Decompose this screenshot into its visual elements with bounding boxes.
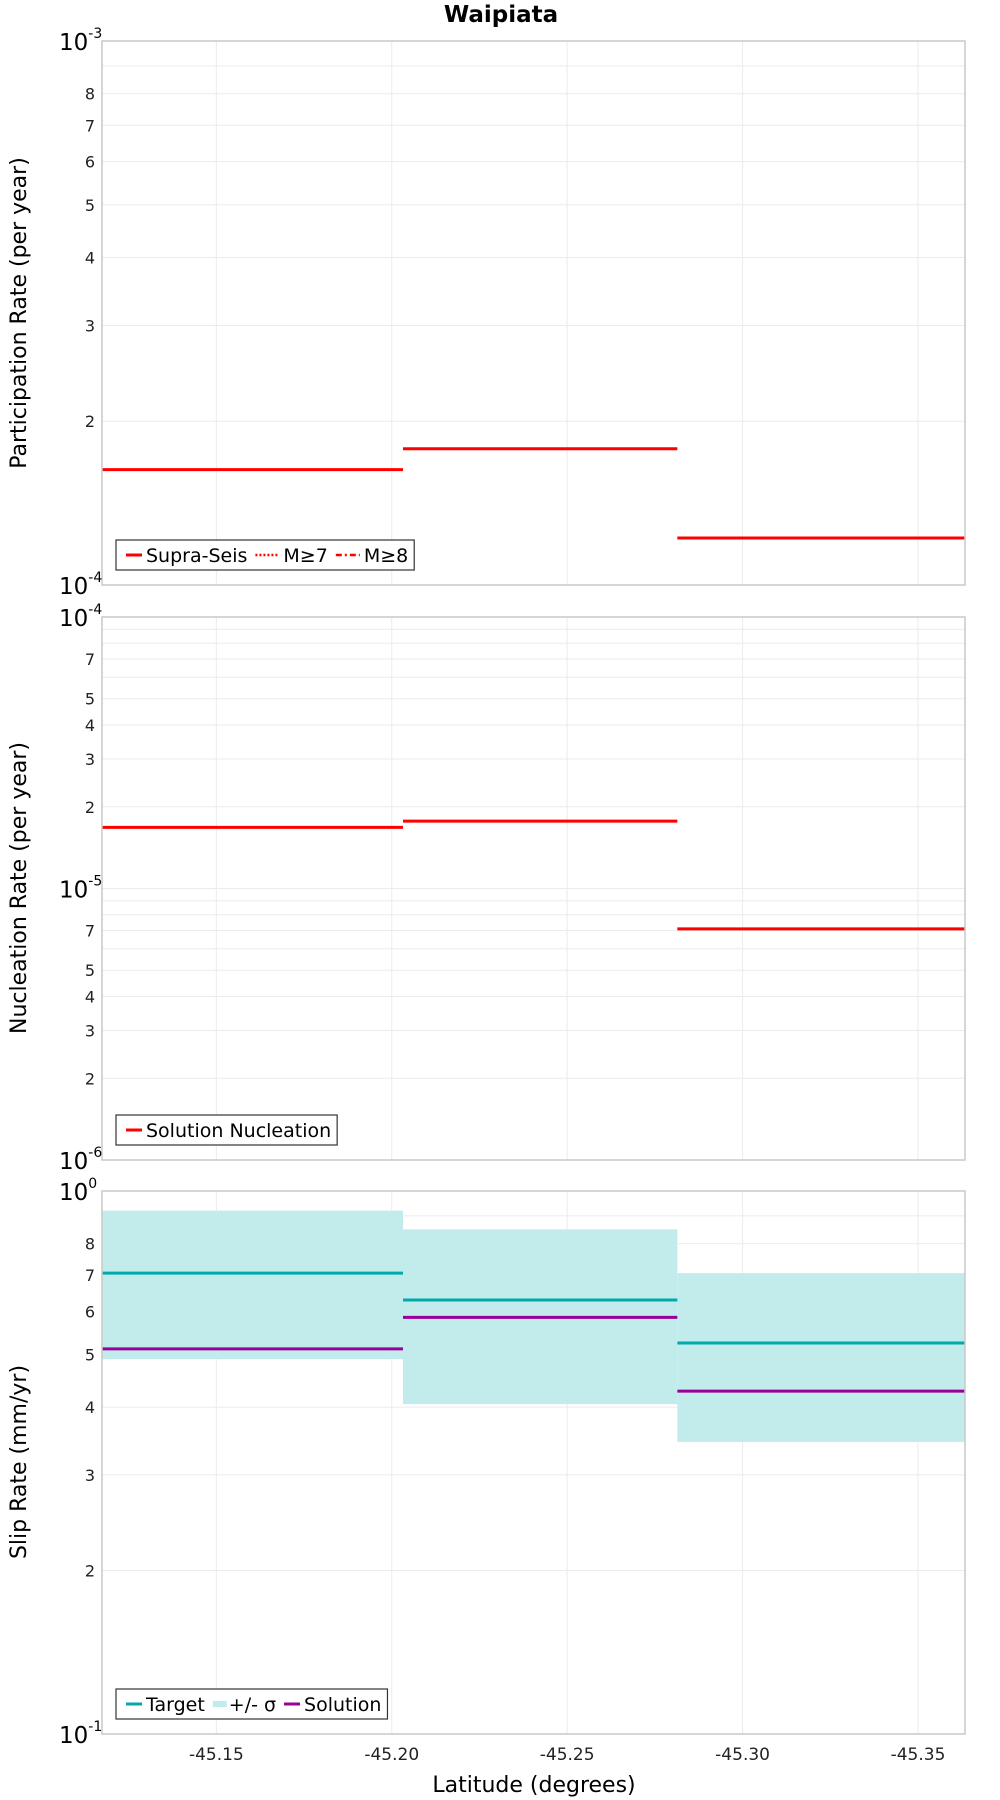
legend-swatch-band xyxy=(212,1701,227,1707)
y-axis-label: Slip Rate (mm/yr) xyxy=(7,1365,32,1559)
y-tick-label: 5 xyxy=(85,690,95,709)
y-decade-base: 10 xyxy=(59,1723,88,1749)
legend-label: Target xyxy=(145,1694,205,1716)
plot-area xyxy=(102,41,965,585)
x-tick-label: -45.35 xyxy=(891,1745,946,1765)
x-tick-label: -45.25 xyxy=(540,1745,595,1765)
y-tick-label: 2 xyxy=(85,798,95,817)
plot-frame xyxy=(101,616,966,1161)
legend: Supra-Seis M≥7 M≥8 xyxy=(115,539,415,571)
y-tick-label: 3 xyxy=(85,1466,95,1485)
y-decade-label: 10-5 xyxy=(59,874,102,904)
legend-label: Supra-Seis xyxy=(146,545,247,567)
y-tick-label: 3 xyxy=(85,750,95,769)
y-decade-label: 100 xyxy=(59,1176,97,1206)
sigma-band-segment xyxy=(102,1210,403,1360)
y-tick-label: 5 xyxy=(85,196,95,215)
y-tick-label: 7 xyxy=(85,1266,95,1285)
y-decade-exponent: -3 xyxy=(88,26,102,42)
legend-item-target: Target xyxy=(126,1694,205,1716)
legend-item-solution-nucleation: Solution Nucleation xyxy=(126,1120,331,1142)
y-decade-base: 10 xyxy=(59,30,88,56)
y-tick-label: 3 xyxy=(85,316,95,335)
legend-label: Solution xyxy=(304,1694,381,1716)
legend: Target +/- σ Solution xyxy=(115,1688,389,1720)
legend-item-m-8: M≥8 xyxy=(335,545,408,567)
legend-label: M≥8 xyxy=(364,545,408,567)
y-tick-label: 6 xyxy=(85,153,95,172)
y-tick-label: 5 xyxy=(85,961,95,980)
legend-item-supra-seis: Supra-Seis xyxy=(126,545,247,567)
y-decade-label: 10-3 xyxy=(59,26,102,56)
y-decade-label: 10-1 xyxy=(59,1719,102,1749)
y-tick-label: 8 xyxy=(85,85,95,104)
x-tick-label: -45.30 xyxy=(715,1745,770,1765)
legend-item-m-7: M≥7 xyxy=(255,545,328,567)
y-tick-label: 2 xyxy=(85,412,95,431)
x-axis-label: Latitude (degrees) xyxy=(432,1773,635,1798)
x-tick-label: -45.20 xyxy=(364,1745,419,1765)
x-axis: -45.15 -45.20 -45.25 -45.30 -45.35 xyxy=(189,1745,945,1765)
plot-frame xyxy=(101,1190,966,1735)
y-axis-label: Participation Rate (per year) xyxy=(7,157,32,469)
y-decade-base: 10 xyxy=(59,1149,88,1175)
y-decade-base: 10 xyxy=(59,878,88,904)
y-tick-label: 4 xyxy=(85,988,95,1007)
y-tick-label: 4 xyxy=(85,1398,95,1417)
y-tick-label: 2 xyxy=(85,1069,95,1088)
y-axis-label: Nucleation Rate (per year) xyxy=(7,742,32,1034)
y-decade-exponent: -6 xyxy=(88,1145,102,1161)
legend-label: Solution Nucleation xyxy=(146,1120,331,1142)
y-decade-exponent: -4 xyxy=(88,602,102,618)
legend-item-solution: Solution xyxy=(284,1694,381,1716)
legend: Solution Nucleation xyxy=(115,1114,338,1146)
legend-box xyxy=(115,1688,389,1720)
y-tick-label: 6 xyxy=(85,1302,95,1321)
y-tick-label: 7 xyxy=(85,116,95,135)
y-decade-exponent: 0 xyxy=(88,1176,97,1192)
y-decade-label: 10-4 xyxy=(59,602,102,632)
legend-label: M≥7 xyxy=(283,545,327,567)
plot-frame xyxy=(101,40,966,586)
y-decade-base: 10 xyxy=(59,606,88,632)
y-decade-exponent: -5 xyxy=(88,874,102,890)
y-decade-label: 10-6 xyxy=(59,1145,102,1175)
legend-label: +/- σ xyxy=(229,1694,276,1716)
y-tick-label: 4 xyxy=(85,716,95,735)
y-tick-label: 7 xyxy=(85,650,95,669)
sigma-band-segment xyxy=(677,1273,965,1442)
y-decade-base: 10 xyxy=(59,1180,88,1206)
x-tick-label: -45.15 xyxy=(189,1745,244,1765)
legend-item-item: +/- σ xyxy=(212,1694,276,1716)
y-tick-label: 8 xyxy=(85,1235,95,1254)
y-tick-label: 5 xyxy=(85,1345,95,1364)
chart-title: Waipiata xyxy=(444,2,558,28)
y-tick-label: 7 xyxy=(85,922,95,941)
y-tick-label: 3 xyxy=(85,1021,95,1040)
y-decade-base: 10 xyxy=(59,574,88,600)
y-tick-label: 2 xyxy=(85,1562,95,1581)
y-decade-exponent: -4 xyxy=(88,570,102,586)
y-decade-exponent: -1 xyxy=(88,1719,102,1735)
y-tick-label: 4 xyxy=(85,248,95,267)
y-decade-label: 10-4 xyxy=(59,570,102,600)
legend-box xyxy=(115,1114,338,1146)
